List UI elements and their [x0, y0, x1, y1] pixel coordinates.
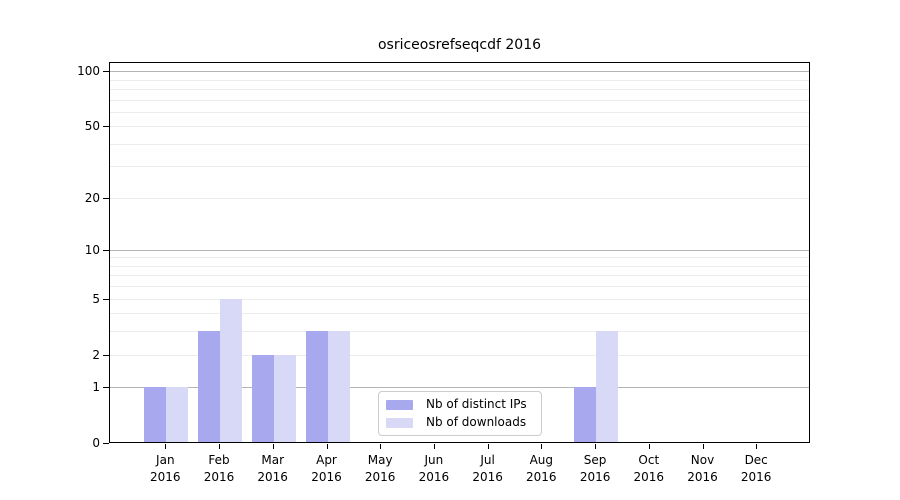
x-tick-mark [272, 444, 274, 449]
legend-label-distinct-ips: Nb of distinct IPs [426, 397, 527, 411]
y-tick-mark [103, 71, 109, 72]
legend-item-distinct-ips: Nb of distinct IPs [386, 396, 533, 413]
x-tick-label-sep: Sep 2016 [579, 453, 611, 484]
bar-distinct-ips-sep [574, 387, 597, 442]
gridline-major [110, 387, 809, 389]
y-tick-mark [103, 126, 109, 128]
x-tick-mark [165, 444, 167, 449]
legend: Nb of distinct IPs Nb of downloads [378, 391, 542, 436]
x-tick-mark [326, 444, 328, 449]
gridline-minor [110, 257, 809, 259]
legend-label-downloads: Nb of downloads [426, 415, 527, 429]
y-tick-label: 10 [84, 242, 100, 257]
x-tick-mark [219, 444, 220, 449]
gridline-minor [110, 275, 809, 277]
gridline-major [110, 249, 809, 251]
y-tick-label: 50 [84, 119, 100, 134]
y-tick-mark [103, 298, 109, 300]
gridline-minor [110, 354, 809, 356]
gridline-minor [110, 197, 809, 199]
bar-distinct-ips-feb [198, 331, 220, 442]
gridline-minor [110, 166, 809, 168]
plot-area [109, 62, 810, 443]
gridline-minor [110, 143, 809, 145]
bar-distinct-ips-mar [251, 354, 274, 442]
gridline-minor [110, 286, 809, 288]
bar-downloads-mar [273, 354, 296, 442]
y-tick-mark [103, 249, 109, 251]
legend-item-downloads: Nb of downloads [386, 414, 533, 431]
x-tick-mark [702, 444, 704, 449]
y-tick-label: 100 [77, 64, 100, 78]
x-tick-label-may: May 2016 [364, 453, 396, 484]
x-tick-label-jan: Jan 2016 [150, 453, 181, 484]
gridline-minor [110, 79, 809, 81]
y-tick-label: 2 [92, 347, 100, 362]
gridline-major [110, 71, 809, 72]
legend-swatch-distinct-ips [386, 399, 413, 410]
y-tick-label: 1 [92, 380, 100, 395]
gridline-minor [110, 265, 809, 267]
y-tick-mark [103, 443, 109, 444]
bar-downloads-jan [166, 387, 189, 442]
gridline-minor [110, 99, 809, 101]
x-tick-label-nov: Nov 2016 [687, 453, 718, 484]
x-tick-mark [487, 444, 489, 449]
gridline-minor [110, 111, 809, 113]
x-tick-mark [756, 444, 758, 449]
x-tick-mark [380, 444, 382, 449]
x-tick-mark [541, 444, 543, 449]
bar-downloads-apr [327, 331, 350, 442]
gridlines-layer [110, 63, 809, 442]
y-tick-mark [103, 354, 109, 356]
x-tick-mark [433, 444, 435, 449]
y-tick-label: 5 [92, 291, 100, 306]
x-tick-mark [595, 444, 597, 449]
bar-distinct-ips-jan [144, 387, 167, 442]
gridline-minor [110, 313, 809, 315]
x-tick-label-apr: Apr 2016 [311, 453, 342, 484]
x-tick-label-oct: Oct 2016 [633, 453, 665, 484]
bar-downloads-sep [596, 331, 619, 442]
bar-downloads-feb [220, 298, 242, 442]
y-tick-mark [103, 197, 109, 199]
gridline-minor [110, 126, 809, 128]
chart-title: osriceosrefseqcdf 2016 [377, 37, 542, 53]
x-tick-label-dec: Dec 2016 [740, 453, 772, 484]
y-tick-mark [103, 387, 109, 389]
gridline-minor [110, 331, 809, 333]
legend-swatch-downloads [386, 417, 413, 428]
x-tick-label-feb: Feb 2016 [203, 453, 235, 484]
gridline-minor [110, 88, 809, 90]
bars-layer [110, 63, 809, 442]
y-tick-label: 0 [92, 436, 100, 450]
x-tick-mark [648, 444, 650, 449]
y-tick-label: 20 [84, 190, 100, 205]
x-tick-label-jun: Jun 2016 [418, 453, 450, 484]
x-tick-label-mar: Mar 2016 [257, 453, 288, 484]
gridline-minor [110, 298, 809, 300]
x-tick-label-aug: Aug 2016 [526, 453, 557, 484]
bar-distinct-ips-apr [305, 331, 328, 442]
x-tick-label-jul: Jul 2016 [472, 453, 503, 484]
